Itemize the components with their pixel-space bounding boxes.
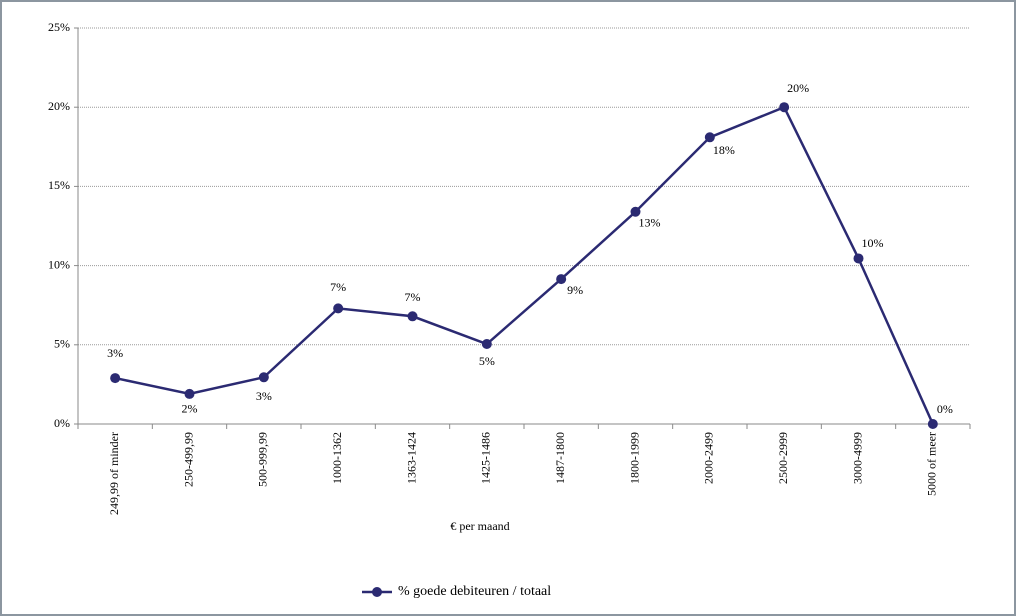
data-point: [110, 373, 121, 384]
x-tick-label: 250-499,99: [181, 432, 195, 487]
y-tick-label: 20%: [48, 99, 70, 113]
x-tick-label: 1800-1999: [627, 432, 641, 484]
legend-label: % goede debiteuren / totaal: [398, 584, 551, 599]
data-point: [407, 311, 418, 322]
y-tick-label: 15%: [48, 178, 70, 192]
data-label: 7%: [405, 290, 421, 304]
data-label: 7%: [330, 280, 346, 294]
data-point: [704, 132, 715, 143]
data-point: [779, 102, 790, 113]
x-axis-title: € per maand: [450, 519, 509, 533]
data-point: [630, 206, 641, 217]
data-label: 2%: [182, 402, 198, 416]
x-tick-label: 3000-4999: [850, 432, 864, 484]
data-point: [333, 303, 344, 314]
data-point: [853, 253, 864, 264]
data-label: 3%: [256, 389, 272, 403]
x-tick-label: 1000-1362: [330, 432, 344, 484]
data-label: 13%: [639, 215, 661, 229]
data-label: 9%: [567, 283, 583, 297]
data-label: 20%: [787, 81, 809, 95]
x-tick-label: 1425-1486: [479, 432, 493, 484]
x-tick-label: 1363-1424: [404, 432, 418, 484]
y-tick-label: 10%: [48, 257, 70, 271]
data-label: 0%: [937, 402, 953, 416]
data-point: [927, 419, 938, 429]
y-tick-label: 0%: [54, 416, 70, 430]
data-point: [258, 372, 269, 383]
data-point: [556, 274, 567, 285]
data-point: [481, 339, 492, 350]
data-label: 5%: [479, 354, 495, 368]
x-tick-label: 2000-2499: [702, 432, 716, 484]
x-tick-label: 5000 of meer: [925, 432, 939, 496]
data-point: [184, 388, 195, 399]
y-tick-label: 5%: [54, 337, 70, 351]
data-label: 10%: [862, 236, 884, 250]
x-tick-label: 2500-2999: [776, 432, 790, 484]
y-tick-label: 25%: [48, 20, 70, 34]
data-label: 18%: [713, 143, 735, 157]
legend-marker: [372, 587, 382, 597]
line-series: [114, 105, 934, 425]
x-tick-label: 500-999,99: [256, 432, 270, 487]
x-tick-label: 1487-1800: [553, 432, 567, 484]
data-label: 3%: [107, 346, 123, 360]
x-tick-label: 249,99 of minder: [107, 432, 121, 515]
